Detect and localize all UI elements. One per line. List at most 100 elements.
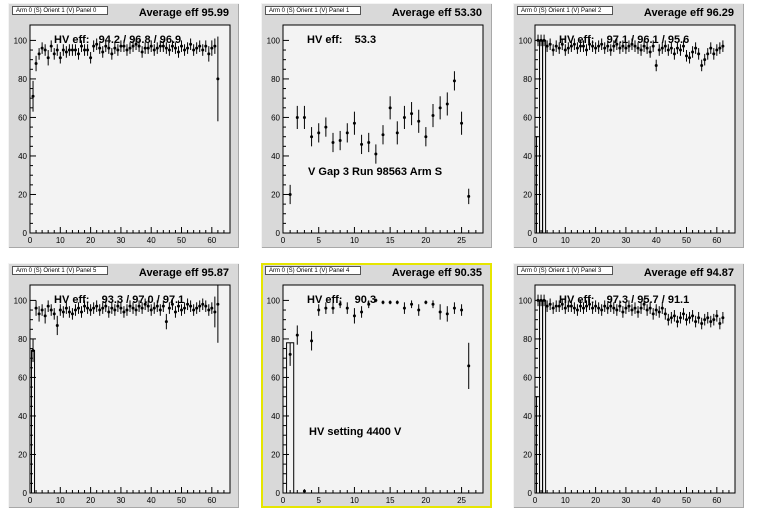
panel-title: Arm 0 (S) Orient 1 (V) Panel 0: [12, 6, 108, 15]
data-point: [624, 302, 628, 314]
x-tick-label: 60: [207, 236, 216, 245]
marker: [213, 44, 217, 48]
hv-eff-label: HV eff: 90.3: [307, 294, 377, 306]
x-tick-label: 50: [177, 236, 186, 245]
data-point: [688, 51, 692, 64]
data-point: [317, 304, 321, 316]
marker: [660, 46, 664, 50]
marker: [143, 46, 147, 50]
hv-eff-label: HV eff: 94.2 / 96.8 / 96.9: [54, 34, 182, 46]
hv-eff-label: HV eff: 53.3: [307, 34, 377, 46]
marker: [80, 310, 84, 314]
data-point: [660, 302, 664, 314]
data-point: [40, 304, 44, 316]
x-tick-label: 50: [682, 236, 691, 245]
x-tick-label: 50: [177, 496, 186, 505]
marker: [600, 42, 604, 46]
marker: [183, 48, 187, 52]
x-tick-label: 50: [682, 496, 691, 505]
marker: [86, 306, 90, 310]
panel-title: Arm 0 (S) Orient 1 (V) Panel 3: [517, 266, 613, 275]
pad-panel-5[interactable]: 0 20 40 60 80 100 0 10 20 30 40 50 60 Arm 0 (S) Orie…: [8, 263, 239, 508]
y-tick-label: 20: [271, 450, 280, 459]
marker: [672, 314, 676, 318]
marker: [55, 48, 59, 52]
marker: [612, 306, 616, 310]
data-point: [585, 44, 589, 56]
marker: [128, 46, 132, 50]
data-point: [666, 44, 670, 56]
marker: [681, 44, 685, 48]
data-point: [61, 44, 65, 56]
data-point: [213, 38, 217, 54]
pad-panel-0[interactable]: 0 20 40 60 80 100 0 10 20 30 40 50 60 Arm 0 (S) Orie…: [8, 3, 239, 248]
marker: [125, 48, 129, 52]
data-point: [186, 298, 190, 311]
data-point: [452, 71, 456, 91]
x-tick-label: 5: [316, 496, 321, 505]
hv-eff-label: HV eff: 97.1 / 96.1 / 95.6: [559, 34, 690, 46]
marker: [606, 44, 610, 48]
data-point: [143, 298, 147, 311]
data-point: [431, 103, 435, 128]
marker: [554, 44, 558, 48]
data-point: [654, 59, 658, 72]
x-tick-label: 40: [147, 236, 156, 245]
data-point: [107, 306, 111, 318]
marker: [642, 302, 646, 306]
data-point: [563, 302, 567, 314]
marker: [542, 38, 546, 42]
pad-panel-1[interactable]: 0 20 40 60 80 100 0 5 10 15 20 25 Arm 0 (S) Orient …: [261, 3, 492, 248]
marker: [410, 302, 414, 306]
average-eff-label: Average eff 90.35: [391, 267, 482, 279]
marker: [207, 52, 211, 56]
marker: [189, 42, 193, 46]
data-point: [331, 302, 335, 314]
marker: [709, 320, 713, 324]
data-point: [204, 40, 208, 52]
data-point: [158, 304, 162, 316]
marker: [721, 316, 725, 320]
marker: [678, 316, 682, 320]
y-tick-label: 60: [523, 373, 532, 382]
marker: [210, 306, 214, 310]
marker: [402, 306, 406, 310]
marker: [681, 312, 685, 316]
data-point: [55, 44, 59, 56]
marker: [618, 304, 622, 308]
data-point: [40, 42, 44, 54]
marker: [152, 306, 156, 310]
marker: [467, 364, 471, 368]
data-point: [92, 302, 96, 314]
x-tick-label: 20: [86, 496, 95, 505]
data-point: [630, 38, 634, 51]
marker: [685, 318, 689, 322]
data-point: [67, 306, 71, 318]
data-point: [170, 40, 174, 52]
marker: [645, 308, 649, 312]
data-point: [338, 300, 342, 309]
marker: [712, 52, 716, 56]
average-eff-label: Average eff 96.29: [643, 7, 734, 19]
data-point: [176, 46, 180, 58]
data-point: [345, 123, 349, 143]
data-point: [164, 313, 168, 330]
x-tick-label: 10: [561, 496, 570, 505]
data-point: [591, 302, 595, 314]
pad-panel-3[interactable]: 0 20 40 60 80 100 0 10 20 30 40 50 60 Arm 0 (S) Orie…: [513, 263, 744, 508]
data-point: [688, 311, 692, 324]
data-point: [575, 304, 579, 316]
marker: [675, 320, 679, 324]
data-point: [645, 304, 649, 316]
marker: [388, 106, 392, 110]
pad-panel-2[interactable]: 0 20 40 60 80 100 0 10 20 30 40 50 60 Arm 0 (S) Orie…: [513, 3, 744, 248]
data-point: [125, 44, 129, 56]
pad-panel-4[interactable]: 0 20 40 60 80 100 0 5 10 15 20 25 Arm 0 (S) Orient …: [261, 263, 492, 508]
data-point: [633, 40, 637, 52]
marker: [70, 312, 74, 316]
marker: [34, 306, 38, 310]
data-point: [639, 44, 643, 56]
marker: [563, 48, 567, 52]
average-eff-label: Average eff 95.99: [138, 7, 229, 19]
marker: [630, 42, 634, 46]
